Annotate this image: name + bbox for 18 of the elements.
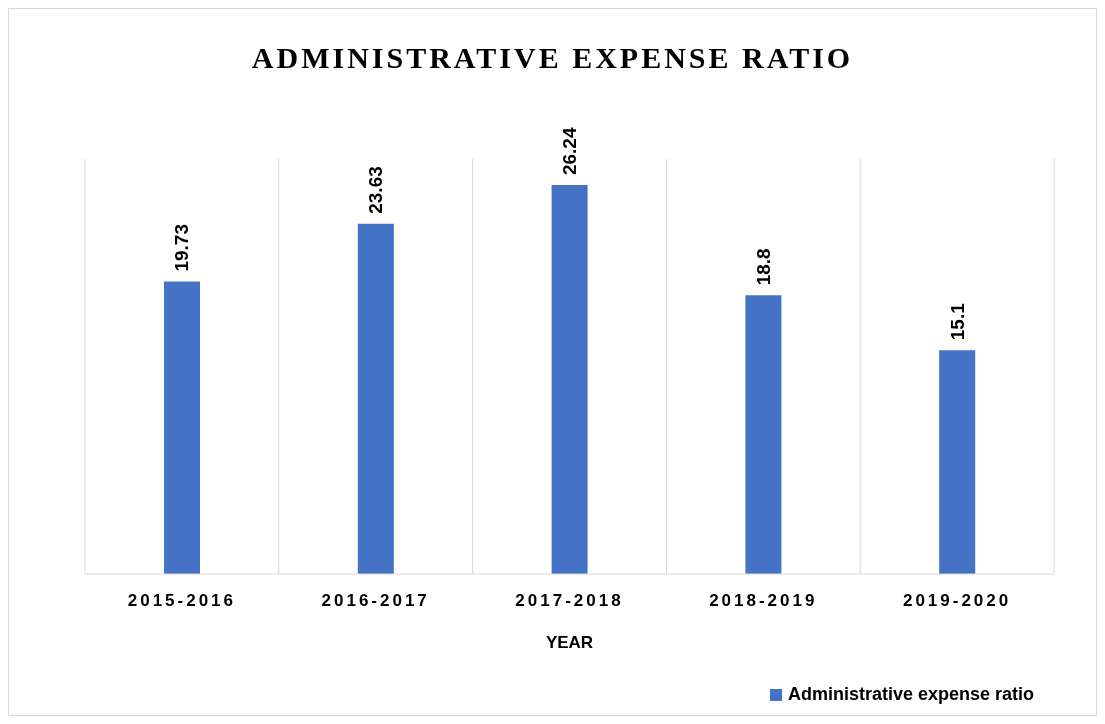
data-label: 19.73 [171, 224, 193, 272]
bar [745, 295, 782, 574]
data-label: 18.8 [752, 248, 774, 286]
bar [164, 281, 200, 574]
bar [357, 223, 394, 574]
x-tick-label: 2018-2019 [709, 591, 818, 611]
x-tick-label: 2017-2018 [515, 591, 624, 611]
x-axis-title: YEAR [545, 633, 594, 653]
data-label: 26.24 [559, 127, 581, 176]
bar [939, 350, 976, 574]
bar [551, 185, 588, 574]
x-tick-label: 2019-2020 [902, 591, 1012, 611]
data-label: 23.63 [365, 166, 387, 214]
legend-label: Administrative expense ratio [786, 684, 1034, 705]
data-label: 15.1 [946, 302, 968, 341]
x-tick-label: 2016-2017 [321, 591, 430, 611]
x-tick-label: 2015-2016 [127, 591, 237, 611]
chart-title: ADMINISTRATIVE EXPENSE RATIO [250, 41, 855, 75]
